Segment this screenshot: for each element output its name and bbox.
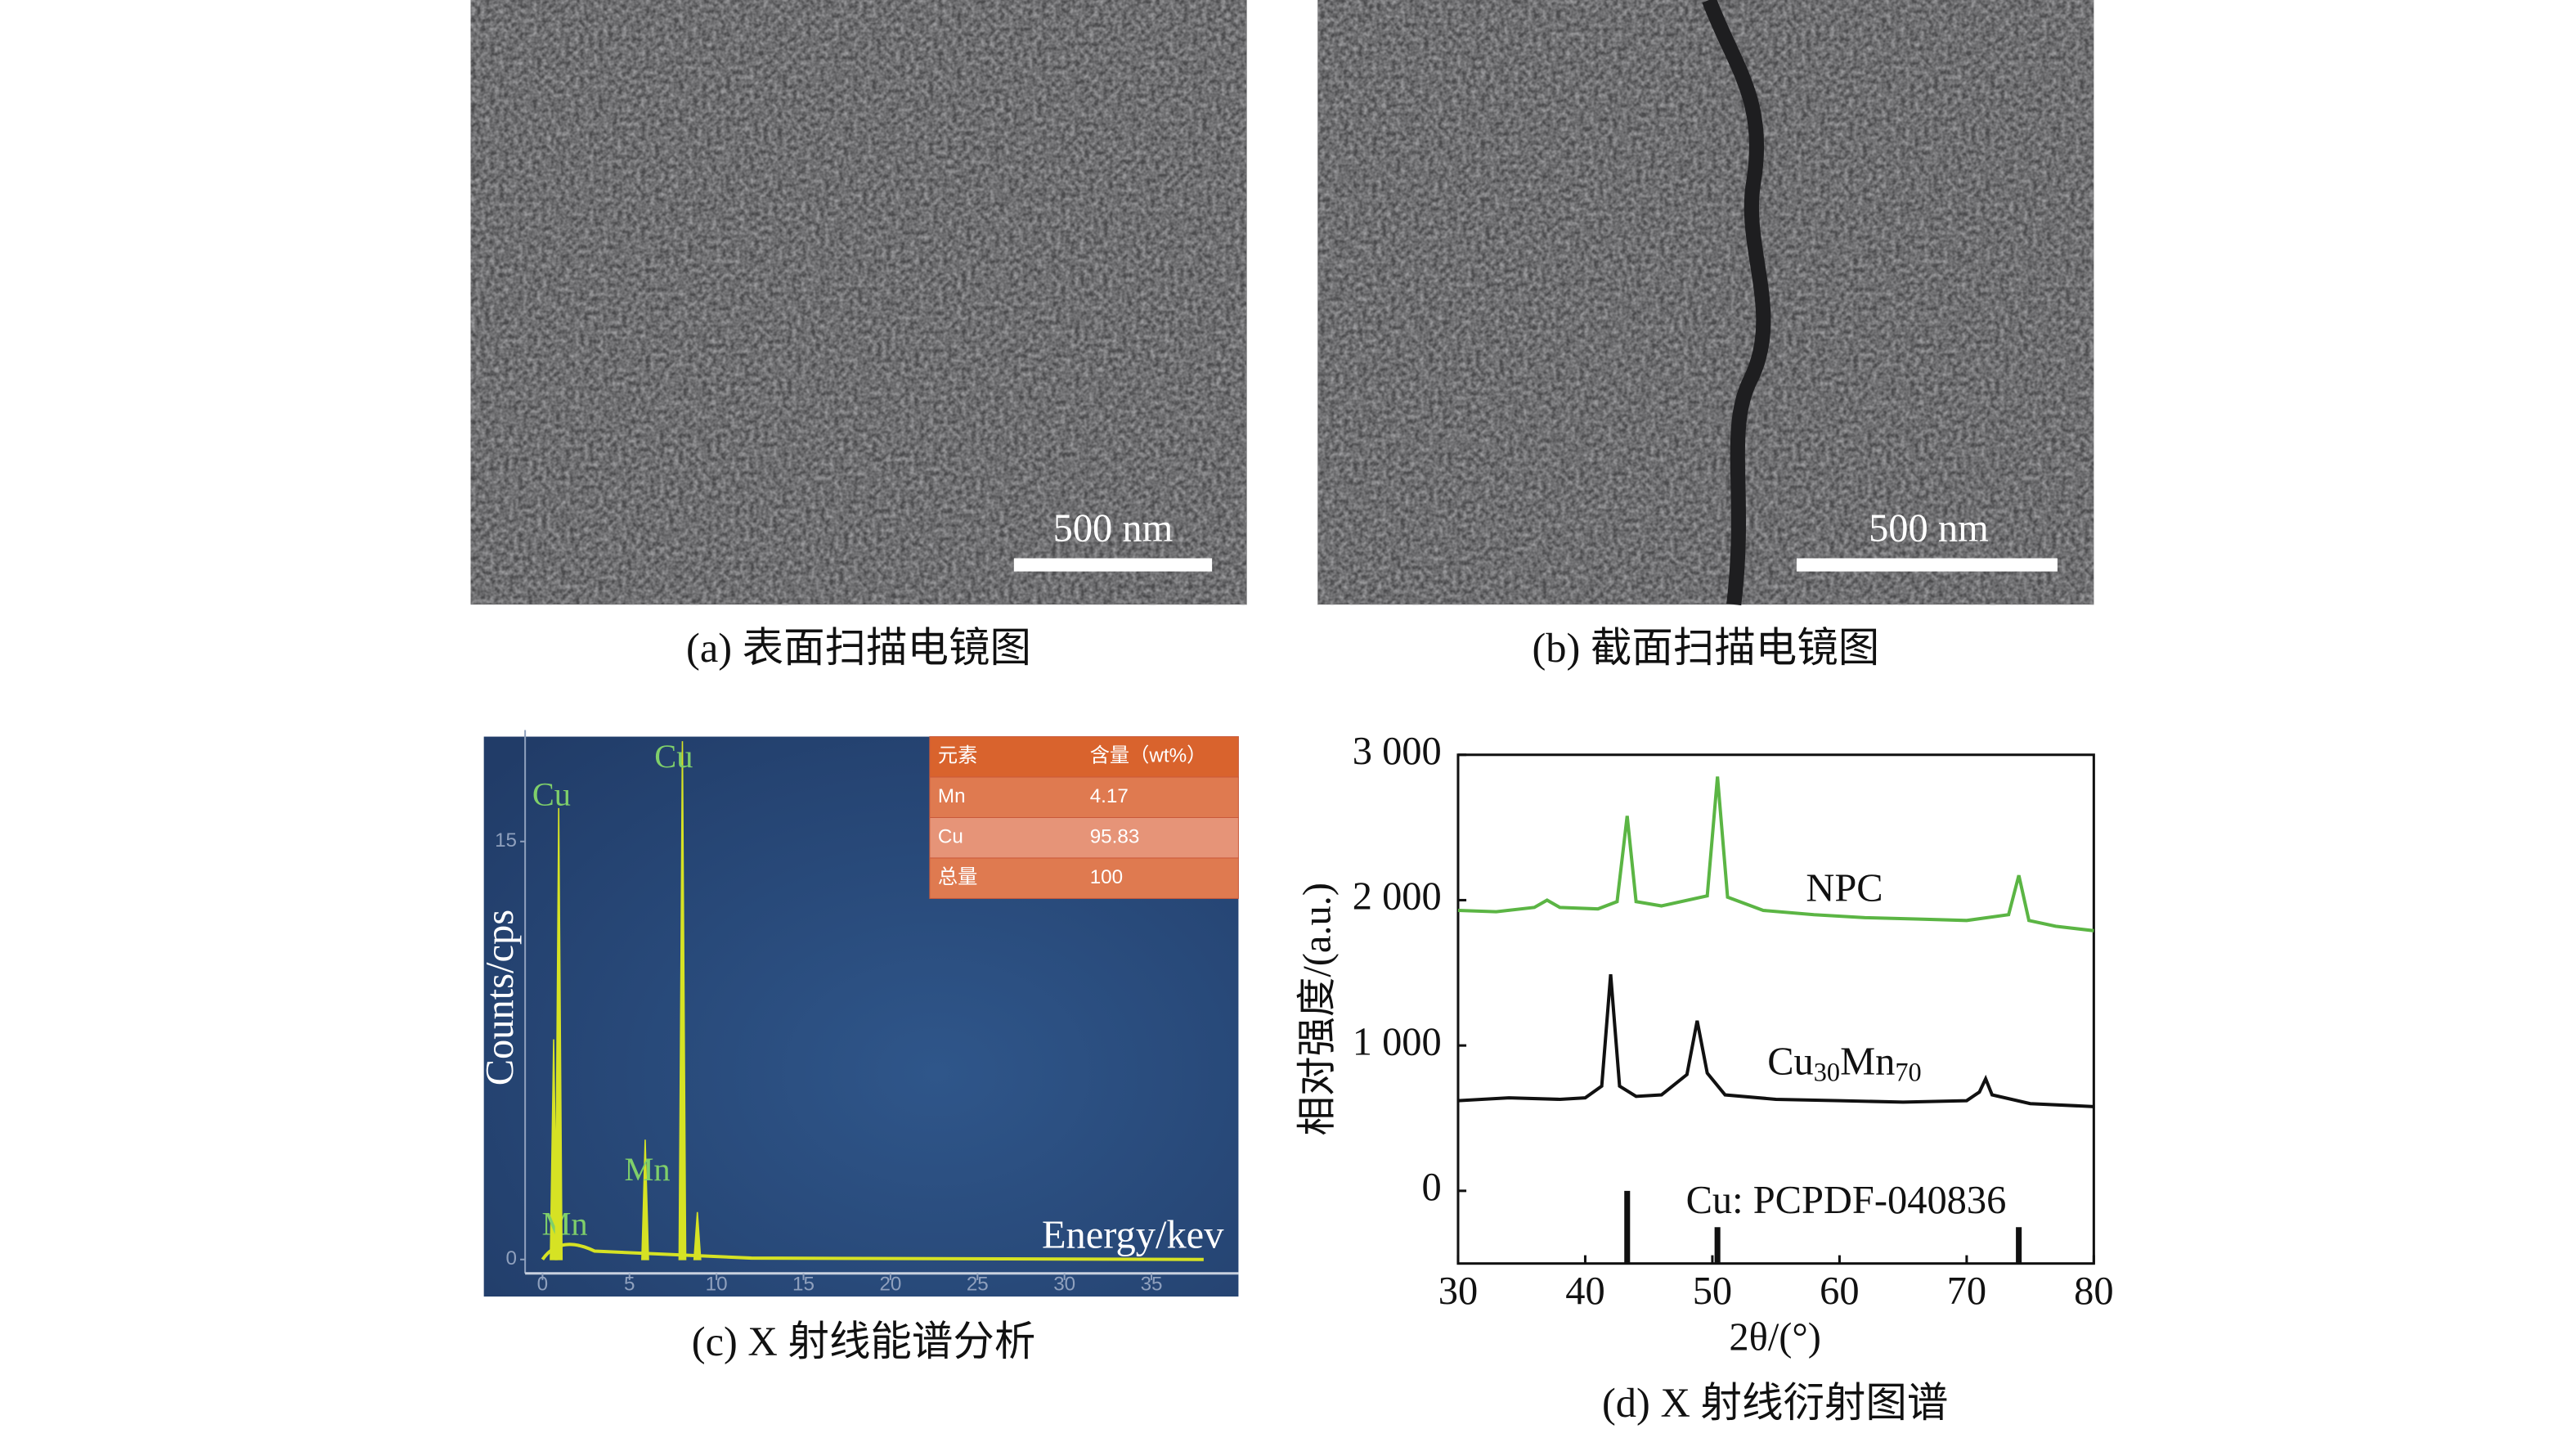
peak bbox=[678, 741, 687, 1260]
peak-label: Mn bbox=[625, 1151, 671, 1188]
x-tick-label: 30 bbox=[1053, 1273, 1075, 1295]
x-tick-label: 30 bbox=[1438, 1269, 1478, 1313]
table-header: 含量（wt%） bbox=[1090, 745, 1207, 767]
x-tick-label: 20 bbox=[879, 1273, 901, 1295]
peak-label: Mn bbox=[542, 1206, 588, 1243]
table-cell: 总量 bbox=[938, 866, 977, 888]
caption: (a) 表面扫描电镜图 bbox=[686, 625, 1031, 671]
table-cell: 95.83 bbox=[1090, 826, 1140, 848]
table-row bbox=[929, 736, 1239, 778]
sem-texture bbox=[470, 0, 1247, 605]
x-tick-label: 0 bbox=[537, 1273, 548, 1295]
plot-frame bbox=[1456, 753, 2095, 1265]
y-axis-label: 相对强度/(a.u.) bbox=[1296, 883, 1340, 1136]
table-cell: 4.17 bbox=[1090, 785, 1129, 807]
crack bbox=[1702, 0, 1771, 606]
y-tick-label: 0 bbox=[506, 1247, 517, 1269]
table-cell: Mn bbox=[938, 785, 966, 807]
x-tick-label: 60 bbox=[1820, 1269, 1859, 1313]
reference-label: Cu: PCPDF-040836 bbox=[1686, 1179, 2007, 1222]
series-label: NPC bbox=[1806, 866, 1883, 910]
peak bbox=[693, 1211, 702, 1260]
x-tick-label: 10 bbox=[706, 1273, 728, 1295]
scale-label: 500 nm bbox=[1053, 506, 1174, 550]
y-tick-label: 2 000 bbox=[1353, 875, 1442, 919]
caption: (d) X 射线衍射图谱 bbox=[1602, 1380, 1948, 1426]
peak bbox=[641, 1139, 649, 1260]
table-cell: 100 bbox=[1090, 866, 1123, 888]
peak-label: Cu bbox=[532, 776, 571, 813]
table-header: 元素 bbox=[938, 745, 977, 767]
sem-texture bbox=[1317, 0, 2094, 605]
continuum bbox=[541, 1243, 1204, 1261]
y-tick-label: 15 bbox=[495, 829, 517, 852]
y-tick-label: 0 bbox=[1422, 1166, 1442, 1209]
x-tick-label: 35 bbox=[1141, 1273, 1163, 1295]
peak-label: Cu bbox=[654, 738, 693, 775]
series-line bbox=[1457, 776, 2094, 932]
y-tick-label: 3 000 bbox=[1353, 730, 1442, 773]
y-tick-label: 1 000 bbox=[1353, 1020, 1442, 1063]
series-label: Cu30Mn70 bbox=[1767, 1040, 1921, 1087]
table-cell: Cu bbox=[938, 826, 963, 848]
x-tick-label: 50 bbox=[1693, 1269, 1732, 1313]
x-tick-label: 80 bbox=[2074, 1269, 2113, 1313]
peak bbox=[554, 807, 563, 1260]
x-tick-label: 70 bbox=[1947, 1269, 1986, 1313]
x-axis-label: 2θ/(°) bbox=[1729, 1316, 1821, 1359]
series-line bbox=[1457, 973, 2094, 1108]
x-axis-label: Energy/kev bbox=[1042, 1214, 1224, 1257]
caption: (c) X 射线能谱分析 bbox=[692, 1319, 1036, 1364]
table-row bbox=[929, 776, 1239, 819]
x-tick-label: 15 bbox=[792, 1273, 815, 1295]
x-tick-label: 40 bbox=[1565, 1269, 1604, 1313]
x-tick-label: 5 bbox=[624, 1273, 635, 1295]
y-axis-label: Counts/cps bbox=[478, 910, 522, 1085]
table-row bbox=[929, 857, 1239, 899]
table-row bbox=[929, 816, 1239, 859]
scale-label: 500 nm bbox=[1869, 506, 1989, 550]
caption: (b) 截面扫描电镜图 bbox=[1532, 625, 1879, 671]
x-tick-label: 25 bbox=[967, 1273, 989, 1295]
